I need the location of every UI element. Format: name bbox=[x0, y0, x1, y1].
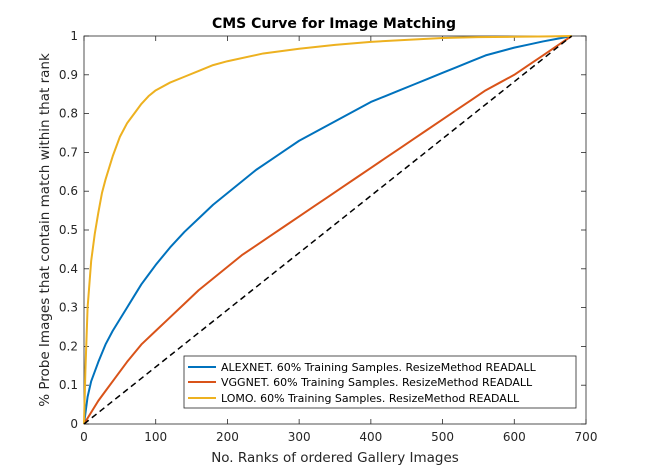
x-tick-label: 200 bbox=[216, 430, 239, 444]
y-tick-label: 0.9 bbox=[59, 68, 78, 82]
x-tick-label: 500 bbox=[431, 430, 454, 444]
legend-label-vggnet: VGGNET. 60% Training Samples. ResizeMeth… bbox=[221, 376, 533, 389]
y-tick-label: 0.3 bbox=[59, 301, 78, 315]
x-axis-ticks: 0 100 200 300 400 500 600 700 bbox=[80, 36, 597, 444]
legend-label-alexnet: ALEXNET. 60% Training Samples. ResizeMet… bbox=[221, 361, 537, 374]
y-tick-label: 1 bbox=[70, 29, 78, 43]
y-tick-label: 0.6 bbox=[59, 184, 78, 198]
y-tick-label: 0 bbox=[70, 417, 78, 431]
series-line-lomo bbox=[83, 35, 572, 425]
chart-title: CMS Curve for Image Matching bbox=[212, 16, 456, 32]
y-tick-label: 0.5 bbox=[59, 223, 78, 237]
legend: ALEXNET. 60% Training Samples. ResizeMet… bbox=[183, 355, 577, 409]
x-tick-label: 700 bbox=[575, 430, 598, 444]
series-line-vggnet bbox=[83, 35, 573, 425]
y-tick-label: 0.4 bbox=[59, 262, 78, 276]
series-line-alexnet bbox=[83, 35, 572, 425]
y-tick-label: 0.8 bbox=[59, 107, 78, 121]
y-axis-ticks: 0 0.1 0.2 0.3 0.4 0.5 0.6 0.7 0.8 0.9 1 bbox=[59, 29, 586, 431]
x-tick-label: 300 bbox=[288, 430, 311, 444]
y-tick-label: 0.2 bbox=[59, 339, 78, 353]
x-tick-label: 600 bbox=[503, 430, 526, 444]
legend-label-lomo: LOMO. 60% Training Samples. ResizeMethod… bbox=[221, 392, 520, 405]
legend-box bbox=[183, 355, 577, 409]
x-tick-label: 100 bbox=[144, 430, 167, 444]
y-tick-label: 0.1 bbox=[59, 378, 78, 392]
series-line-diagonal bbox=[83, 35, 573, 425]
x-axis-label: No. Ranks of ordered Gallery Images bbox=[211, 450, 459, 466]
y-tick-label: 0.7 bbox=[59, 145, 78, 159]
x-tick-label: 400 bbox=[359, 430, 382, 444]
x-tick-label: 0 bbox=[80, 430, 88, 444]
series-lines bbox=[83, 35, 573, 425]
y-axis-label: % Probe Images that contain match within… bbox=[37, 53, 53, 407]
